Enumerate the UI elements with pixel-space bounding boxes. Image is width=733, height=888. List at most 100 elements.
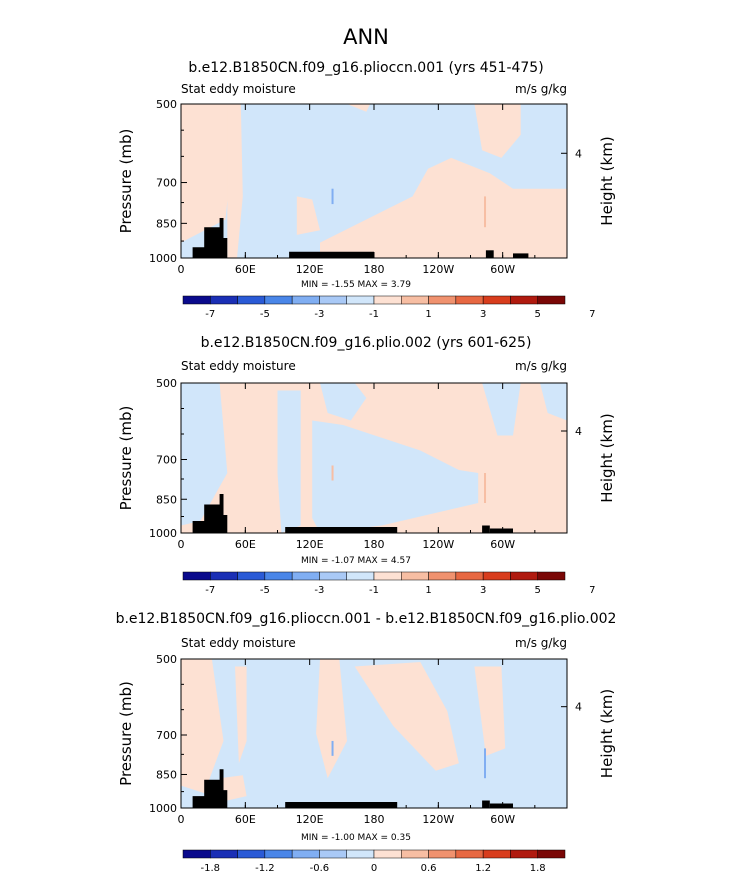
topography-mask xyxy=(192,218,228,258)
x-tick-label: 180 xyxy=(364,813,385,826)
y-tick-label: 700 xyxy=(156,729,177,742)
x-tick-label: 120W xyxy=(422,813,454,826)
colorbar-swatch xyxy=(482,849,511,859)
contour-spike xyxy=(331,465,334,481)
min-max-stats: MIN = -1.07 MAX = 4.57 xyxy=(301,556,411,566)
variable-label: Stat eddy moisture xyxy=(181,636,296,650)
colorbar-label: -1.8 xyxy=(201,863,221,874)
panel-3: b.e12.B1850CN.f09_g16.plioccn.001 - b.e1… xyxy=(116,611,617,874)
colorbar-swatch xyxy=(319,849,347,859)
colorbar: -1.8 -1.2 -0.6 0 0.6 1.2 1.8 xyxy=(182,849,566,874)
colorbar-swatch xyxy=(237,849,266,859)
y-tick-label: 1000 xyxy=(149,802,177,815)
x-tick-label: 0 xyxy=(178,538,185,551)
x-tick-label: 60E xyxy=(235,813,256,826)
colorbar-label: -7 xyxy=(205,585,215,596)
y-tick-label: 1000 xyxy=(149,527,177,540)
units-label: m/s g/kg xyxy=(515,359,567,373)
colorbar-swatch xyxy=(319,295,347,305)
panel-1: b.e12.B1850CN.f09_g16.plioccn.001 (yrs 4… xyxy=(117,60,616,320)
y-tick-label: 850 xyxy=(156,493,177,506)
contour-region xyxy=(277,390,301,533)
colorbar-swatch xyxy=(291,849,320,859)
x-tick-label: 60E xyxy=(235,538,256,551)
colorbar-swatch xyxy=(428,849,457,859)
contour-region xyxy=(181,104,232,243)
panel-title: b.e12.B1850CN.f09_g16.plio.002 (yrs 601-… xyxy=(201,335,532,351)
contour-region xyxy=(312,420,479,533)
colorbar-label: -3 xyxy=(314,309,324,320)
y2-axis-title: Height (km) xyxy=(598,136,616,225)
y-axis-title: Pressure (mb) xyxy=(117,406,135,511)
topography-mask xyxy=(289,251,374,258)
colorbar-label: -1 xyxy=(369,585,379,596)
variable-label: Stat eddy moisture xyxy=(181,359,296,373)
variable-label: Stat eddy moisture xyxy=(181,82,296,96)
topography-mask xyxy=(285,802,398,808)
y-axis-title: Pressure (mb) xyxy=(117,129,135,234)
y-tick-label: 1000 xyxy=(149,252,177,265)
colorbar-swatch xyxy=(264,571,293,581)
colorbar-label: 3 xyxy=(480,585,486,596)
colorbar-swatch xyxy=(237,571,266,581)
colorbar-swatch xyxy=(510,571,538,581)
y-tick-label: 700 xyxy=(156,454,177,467)
y-tick-label: 500 xyxy=(156,98,177,111)
min-max-stats: MIN = -1.00 MAX = 0.35 xyxy=(301,833,411,843)
topography-mask xyxy=(485,250,494,258)
contour-region xyxy=(347,104,371,112)
contour-region xyxy=(227,104,243,258)
units-label: m/s g/kg xyxy=(515,82,567,96)
contour-spike xyxy=(484,196,487,228)
colorbar-swatch xyxy=(237,295,266,305)
contour-region xyxy=(320,157,567,258)
y-tick-label: 850 xyxy=(156,217,177,230)
contour-spike xyxy=(331,740,334,756)
panel-2: b.e12.B1850CN.f09_g16.plio.002 (yrs 601-… xyxy=(117,335,616,596)
colorbar-swatch xyxy=(346,295,375,305)
x-tick-label: 120E xyxy=(296,813,324,826)
contour-region xyxy=(540,383,567,421)
panel-title: b.e12.B1850CN.f09_g16.plioccn.001 - b.e1… xyxy=(116,611,617,627)
colorbar-swatch xyxy=(346,849,375,859)
colorbar-swatch xyxy=(455,295,484,305)
colorbar-swatch xyxy=(210,571,238,581)
y2-tick-label: 4 xyxy=(575,425,582,438)
colorbar-label: -3 xyxy=(314,585,324,596)
colorbar-swatch xyxy=(401,295,429,305)
units-label: m/s g/kg xyxy=(515,636,567,650)
contour-region xyxy=(320,383,367,421)
colorbar-swatch xyxy=(291,571,320,581)
colorbar-swatch xyxy=(346,571,375,581)
panels: b.e12.B1850CN.f09_g16.plioccn.001 (yrs 4… xyxy=(116,60,617,874)
colorbar-label: -0.6 xyxy=(310,863,330,874)
colorbar-label: 0.6 xyxy=(421,863,437,874)
topography-mask xyxy=(192,494,228,533)
colorbar-swatch xyxy=(482,571,511,581)
colorbar-swatch xyxy=(373,295,402,305)
colorbar-swatch xyxy=(291,295,320,305)
topography-mask xyxy=(482,525,490,533)
y2-axis-title: Height (km) xyxy=(598,413,616,502)
contour-region xyxy=(474,666,506,756)
y-tick-label: 850 xyxy=(156,768,177,781)
x-tick-label: 120W xyxy=(422,538,454,551)
colorbar-label: -5 xyxy=(260,585,270,596)
x-tick-label: 60W xyxy=(490,538,515,551)
x-tick-label: 120E xyxy=(296,263,324,276)
contour-spike xyxy=(331,188,334,205)
colorbar-swatch xyxy=(537,295,566,305)
topography-mask xyxy=(285,527,398,533)
colorbar-label: 1.8 xyxy=(530,863,546,874)
topography-mask xyxy=(489,803,513,808)
colorbar-label: 5 xyxy=(535,585,541,596)
colorbar-label: 0 xyxy=(371,863,377,874)
contour-region xyxy=(296,196,320,235)
contour-region xyxy=(354,662,459,771)
contour-region xyxy=(474,104,521,158)
y-tick-label: 500 xyxy=(156,377,177,390)
contour-region xyxy=(181,383,228,526)
colorbar-swatch xyxy=(428,571,457,581)
colorbar-label: 5 xyxy=(535,309,541,320)
